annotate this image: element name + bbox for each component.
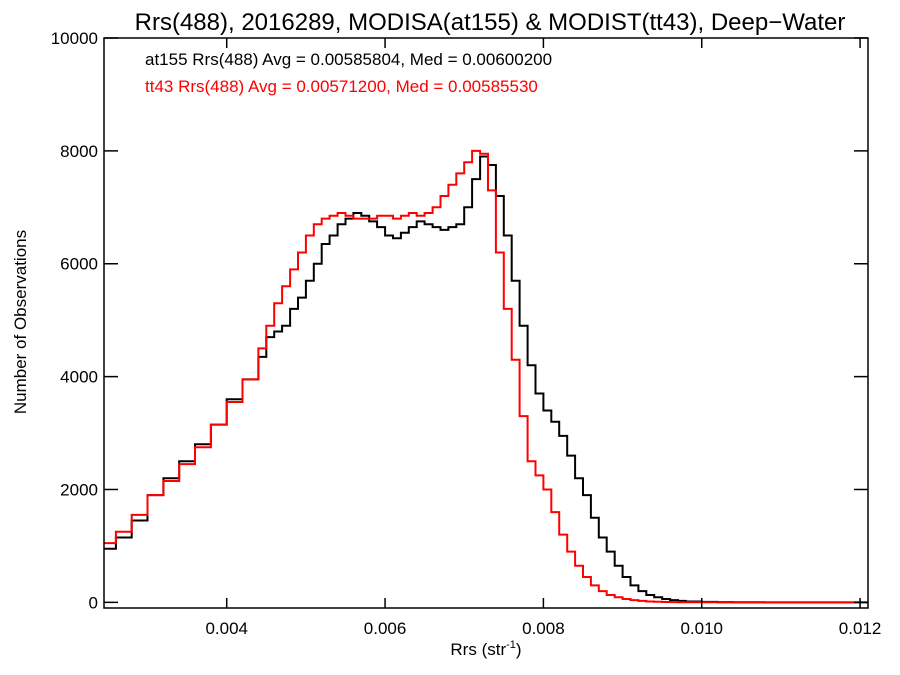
y-tick-label: 4000	[60, 368, 98, 387]
y-tick-label: 10000	[51, 29, 98, 48]
y-tick-label: 0	[89, 593, 98, 612]
series-line-tt43	[104, 149, 868, 604]
chart-title: Rrs(488), 2016289, MODISA(at155) & MODIS…	[135, 9, 846, 36]
plot-frame	[103, 37, 869, 609]
y-tick-label: 8000	[60, 142, 98, 161]
x-tick-label: 0.006	[364, 619, 407, 638]
series-line-at155	[104, 155, 868, 604]
plot-area	[104, 149, 868, 604]
x-tick-label: 0.012	[839, 619, 882, 638]
y-axis: 0 2000 4000 6000 8000 10000	[51, 29, 868, 612]
x-axis: 0.004 0.006 0.008 0.010 0.012	[205, 38, 881, 638]
annotation-at155: at155 Rrs(488) Avg = 0.00585804, Med = 0…	[145, 50, 552, 69]
annotation-tt43: tt43 Rrs(488) Avg = 0.00571200, Med = 0.…	[145, 77, 538, 96]
x-tick-label: 0.008	[522, 619, 565, 638]
y-tick-label: 6000	[60, 255, 98, 274]
y-tick-label: 2000	[60, 480, 98, 499]
x-axis-label: Rrs (str-1)	[450, 639, 521, 659]
x-tick-label: 0.010	[680, 619, 723, 638]
y-axis-label: Number of Observations	[11, 230, 30, 414]
x-axis-label-superscript: -1	[506, 639, 516, 651]
x-tick-label: 0.004	[205, 619, 248, 638]
